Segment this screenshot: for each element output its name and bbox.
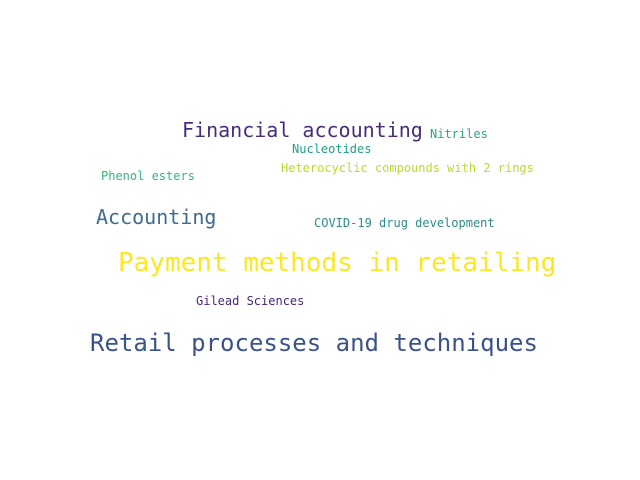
cloud-word: Gilead Sciences — [196, 294, 305, 308]
cloud-word: Accounting — [96, 205, 217, 229]
cloud-word: Financial accounting — [182, 118, 423, 142]
cloud-word: Heterocyclic compounds with 2 rings — [281, 161, 534, 175]
cloud-word: COVID-19 drug development — [314, 216, 495, 230]
cloud-word: Retail processes and techniques — [90, 329, 538, 357]
cloud-word: Nitriles — [430, 127, 488, 141]
cloud-word: Nucleotides — [292, 142, 372, 156]
cloud-word: Payment methods in retailing — [118, 248, 557, 278]
cloud-word: Phenol esters — [101, 169, 195, 183]
